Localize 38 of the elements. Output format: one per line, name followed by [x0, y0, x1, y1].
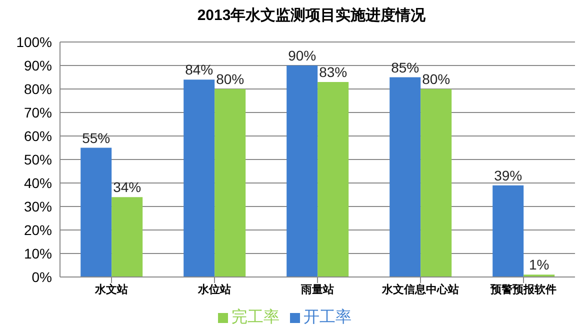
- bar: [80, 148, 112, 277]
- legend-label: 完工率: [232, 309, 280, 326]
- data-label: 84%: [185, 62, 214, 78]
- bar: [214, 89, 246, 277]
- legend-label: 开工率: [304, 309, 352, 326]
- bar: [390, 77, 421, 277]
- data-label: 83%: [319, 64, 348, 80]
- bar: [184, 80, 215, 277]
- x-tick-label: 预警预报软件: [490, 282, 556, 296]
- data-label: 85%: [391, 59, 420, 76]
- y-tick-label: 40%: [24, 174, 52, 191]
- bar: [420, 89, 452, 277]
- bar: [286, 66, 318, 277]
- y-tick-label: 70%: [24, 104, 52, 120]
- x-tick-label: 水位站: [197, 282, 231, 296]
- data-label: 80%: [422, 71, 450, 87]
- y-tick-label: 90%: [24, 57, 52, 74]
- y-tick-label: 0%: [32, 268, 52, 285]
- x-tick-label: 水文信息中心站: [381, 282, 459, 296]
- data-label: 34%: [113, 179, 142, 196]
- y-tick-label: 100%: [16, 34, 52, 50]
- data-label: 1%: [528, 256, 550, 273]
- chart-title: 2013年水文监测项目实施进度情况: [196, 6, 427, 26]
- bar: [318, 82, 349, 277]
- y-tick-label: 10%: [24, 245, 52, 262]
- y-tick-label: 20%: [24, 222, 52, 238]
- bar: [492, 185, 524, 277]
- y-tick-label: 60%: [24, 128, 52, 144]
- y-tick-label: 30%: [24, 198, 52, 214]
- data-label: 90%: [288, 48, 316, 64]
- data-label: 80%: [216, 71, 244, 87]
- y-tick-label: 80%: [24, 80, 52, 97]
- x-tick-label: 雨量站: [300, 282, 334, 296]
- data-label: 55%: [82, 130, 110, 146]
- x-tick-label: 水文站: [94, 282, 128, 296]
- y-tick-label: 50%: [24, 151, 52, 168]
- bar: [112, 197, 143, 277]
- data-label: 39%: [494, 167, 522, 184]
